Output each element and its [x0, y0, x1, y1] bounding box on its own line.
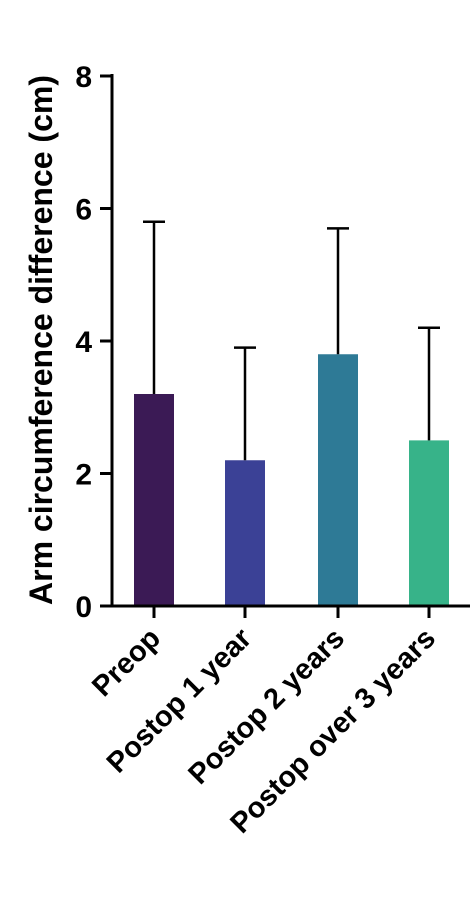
bar-0 [134, 394, 174, 606]
y-tick-label-1: 2 [75, 459, 92, 492]
x-tick-label-0: Preop [86, 622, 167, 703]
y-tick-label-3: 6 [75, 194, 92, 227]
error-bars-layer [143, 220, 440, 461]
y-tick-label-0: 0 [75, 591, 92, 624]
y-tick-label-4: 8 [75, 61, 92, 94]
bar-3 [409, 440, 449, 606]
y-tick-label-2: 4 [75, 326, 92, 359]
bar-1 [225, 460, 265, 606]
y-axis-title: Arm circumference difference (cm) [23, 75, 59, 605]
bar-2 [318, 354, 358, 606]
bars-layer [134, 354, 449, 606]
x-tick-label-2: Postop 2 years [182, 622, 351, 791]
